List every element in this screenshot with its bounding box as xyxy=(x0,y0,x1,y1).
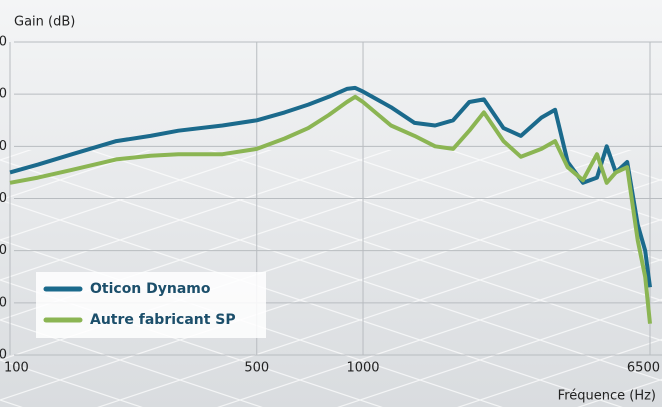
x-tick-label: 100 xyxy=(4,361,29,376)
x-tick-label: 500 xyxy=(244,361,269,376)
y-tick-label: 10 xyxy=(0,295,7,310)
y-tick-label: 30 xyxy=(0,191,7,206)
x-tick-label: 6500 xyxy=(627,361,660,376)
y-tick-label: 50 xyxy=(0,87,7,102)
legend-label: Oticon Dynamo xyxy=(90,281,211,297)
y-tick-label: 40 xyxy=(0,139,7,154)
axis-title: Gain (dB) xyxy=(14,15,75,30)
x-axis-label: Fréquence (Hz) xyxy=(558,389,656,404)
chart: Gain (dB) Fréquence (Hz) 010203040506010… xyxy=(0,0,662,407)
y-tick-label: 20 xyxy=(0,243,7,258)
y-tick-label: 60 xyxy=(0,35,7,50)
x-tick-label: 1000 xyxy=(346,361,379,376)
legend-label: Autre fabricant SP xyxy=(90,312,236,328)
